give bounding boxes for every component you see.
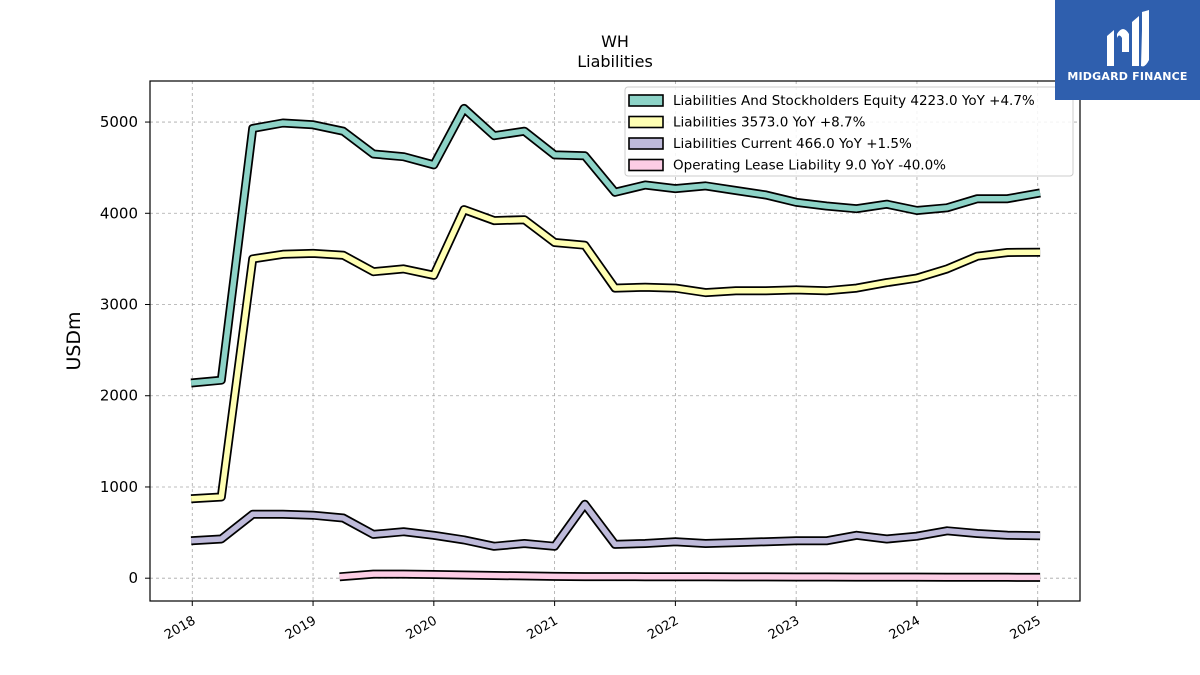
series-line [190, 206, 1041, 502]
y-tick-label: 0 [128, 569, 138, 587]
y-axis: 0 1000 2000 3000 4000 5000 [100, 113, 150, 587]
legend-label: Liabilities 3573.0 YoY +8.7% [673, 115, 866, 131]
series-lines [190, 103, 1041, 582]
legend: Liabilities And Stockholders Equity 4223… [624, 86, 1074, 177]
plot-frame [149, 80, 1081, 602]
series-3 [339, 569, 1041, 582]
legend-label: Liabilities Current 466.0 YoY +1.5% [673, 136, 912, 152]
y-tick-label: 3000 [100, 296, 138, 314]
x-tick-label: 2024 [887, 613, 923, 643]
legend-swatch [628, 115, 664, 129]
x-tick-label: 2018 [162, 613, 198, 643]
x-tick-label: 2019 [283, 613, 319, 643]
y-tick-label: 2000 [100, 387, 138, 405]
chart-title: WH [601, 32, 629, 51]
legend-label: Operating Lease Liability 9.0 YoY -40.0% [673, 158, 946, 174]
x-axis: 2018 2019 2020 2021 2022 2023 2024 2025 [162, 601, 1044, 643]
legend-swatch [628, 158, 664, 172]
series-1 [190, 205, 1041, 504]
x-tick-label: 2021 [524, 613, 560, 643]
series-line-outline [190, 499, 1041, 551]
x-tick-label: 2020 [404, 613, 440, 643]
series-2 [190, 499, 1041, 551]
y-axis-label: USDm [63, 311, 85, 370]
legend-swatch [628, 137, 664, 150]
legend-label: Liabilities And Stockholders Equity 4223… [673, 93, 1035, 109]
series-line [190, 105, 1041, 386]
logo-text: MIDGARD FINANCE [1067, 70, 1188, 83]
legend-swatch [628, 94, 664, 107]
x-tick-label: 2022 [645, 613, 681, 643]
y-tick-label: 5000 [100, 113, 138, 131]
x-tick-label: 2023 [766, 613, 802, 643]
y-tick-label: 4000 [100, 204, 138, 222]
x-tick-label: 2025 [1008, 613, 1044, 643]
series-0 [190, 103, 1041, 388]
series-line [190, 501, 1041, 550]
logo-mark-icon [1107, 10, 1149, 67]
chart-subtitle: Liabilities [577, 52, 653, 71]
y-tick-label: 1000 [100, 478, 138, 496]
legend-box [624, 86, 1074, 177]
series-line [339, 571, 1041, 581]
brand-logo: MIDGARD FINANCE [1055, 0, 1200, 100]
